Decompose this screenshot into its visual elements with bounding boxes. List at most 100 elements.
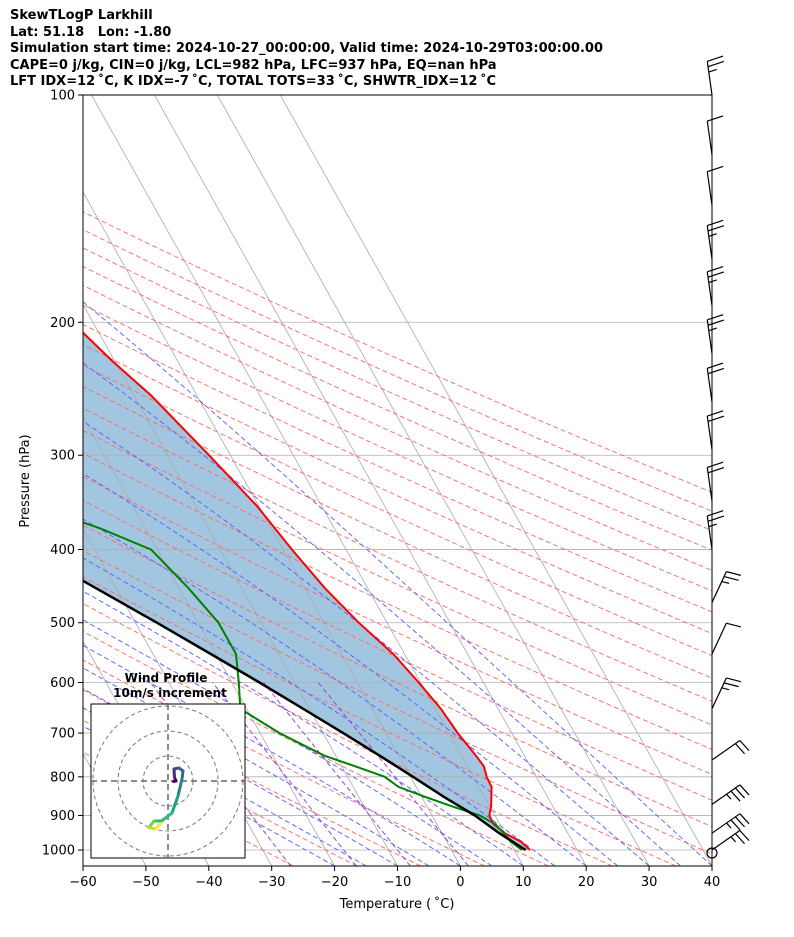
dry-adiabat xyxy=(83,265,712,551)
barb-half-flag xyxy=(708,523,717,528)
barb-flag xyxy=(707,510,724,517)
barb-flag xyxy=(730,790,741,802)
x-tick-label: 40 xyxy=(704,875,721,890)
location-line: Lat: 51.18 Lon: -1.80 xyxy=(10,24,172,40)
mixing-ratio-line xyxy=(317,682,469,866)
wind-barb xyxy=(706,362,725,403)
barb-flag xyxy=(739,740,750,752)
chart-title: SkewTLogP Larkhill xyxy=(10,8,153,23)
barb-flag xyxy=(734,816,746,828)
x-tick-label: 10 xyxy=(515,875,532,890)
isotherm-line xyxy=(83,191,461,866)
barb-half-flag xyxy=(726,822,732,829)
inset-title: Wind Profile xyxy=(125,671,208,685)
dry-adiabat xyxy=(83,576,677,866)
y-axis-label: Pressure (hPa) xyxy=(18,434,33,527)
barb-flag xyxy=(734,833,746,845)
moist-adiabat xyxy=(83,362,681,866)
wind-barb xyxy=(706,265,725,306)
barb-half-flag xyxy=(721,580,730,584)
barb-half-flag xyxy=(721,687,730,691)
barb-flag xyxy=(707,466,725,474)
hodograph-segment xyxy=(176,777,184,798)
wind-barb xyxy=(711,677,742,710)
wind-barb xyxy=(711,622,742,655)
x-tick-label: −20 xyxy=(321,875,348,890)
wind-barb xyxy=(711,830,750,851)
isotherm-line xyxy=(216,95,650,866)
y-tick-label: 500 xyxy=(50,616,75,631)
barb-staff xyxy=(706,121,713,155)
barb-flag xyxy=(730,819,741,831)
temperature-line xyxy=(83,331,531,851)
barb-flag xyxy=(739,784,750,796)
wind-barb xyxy=(711,740,750,761)
barb-flag xyxy=(739,830,750,842)
isotherm-line xyxy=(91,95,524,866)
barb-flag xyxy=(707,55,724,62)
hodograph-segment xyxy=(170,794,180,815)
barb-flag xyxy=(723,575,739,581)
wind-barb xyxy=(706,410,725,450)
dry-adiabat xyxy=(83,719,358,866)
barb-half-flag xyxy=(726,793,732,800)
barb-half-flag xyxy=(708,233,717,237)
dry-adiabat xyxy=(83,429,712,726)
dry-adiabat xyxy=(83,603,613,866)
indices-line-2: LFT IDX=12 ˚C, K IDX=-7 ˚C, TOTAL TOTS=3… xyxy=(10,74,497,90)
chart-header: SkewTLogP Larkhill Lat: 51.18 Lon: -1.80… xyxy=(10,8,603,91)
moist-adiabat xyxy=(83,667,430,866)
wind-barb xyxy=(706,510,725,550)
dry-adiabat xyxy=(83,630,549,866)
y-tick-label: 800 xyxy=(50,770,75,785)
isotherm-line xyxy=(83,303,398,866)
wind-barb xyxy=(706,55,725,96)
barb-staff xyxy=(711,813,741,834)
barb-flag xyxy=(734,743,746,755)
moist-adiabat xyxy=(83,301,712,866)
mixing-ratio-line xyxy=(263,682,411,866)
barb-half-flag xyxy=(708,327,717,332)
barb-staff xyxy=(706,271,713,306)
hodograph-inset xyxy=(90,703,246,859)
isotherm-line xyxy=(154,95,587,866)
barb-half-flag xyxy=(708,279,717,284)
dry-adiabat xyxy=(83,475,712,775)
y-tick-label: 200 xyxy=(50,316,75,331)
x-tick-label: −40 xyxy=(195,875,222,890)
dry-adiabat xyxy=(83,323,712,613)
axis-layer: −60 −50 −40 −30 −20 −10 0 10 20 30 40 100 200 300 400 5… xyxy=(42,89,720,891)
barb-staff xyxy=(706,319,713,354)
moist-adiabat xyxy=(83,688,398,866)
barb-staff xyxy=(706,467,713,502)
dry-adiabat xyxy=(83,550,712,855)
barb-staff xyxy=(711,740,741,761)
wind-barb xyxy=(706,314,725,354)
barb-flag xyxy=(707,415,725,423)
dry-adiabat xyxy=(83,452,712,750)
moist-adiabat xyxy=(83,590,524,866)
y-tick-label: 1000 xyxy=(42,844,75,859)
barb-flag xyxy=(707,410,724,417)
barb-flag xyxy=(707,165,724,173)
barb-flag xyxy=(707,461,724,468)
y-tick-label: 900 xyxy=(50,809,75,824)
y-tick-label: 300 xyxy=(50,449,75,464)
wind-barb xyxy=(706,165,724,206)
wind-barb xyxy=(706,461,725,502)
barb-staff xyxy=(706,415,713,450)
grid-layer xyxy=(83,95,712,866)
barb-flag xyxy=(707,225,725,232)
barb-flag xyxy=(707,60,725,68)
dry-adiabat xyxy=(83,364,712,657)
wind-barb xyxy=(711,813,750,834)
profile-layer xyxy=(83,331,531,852)
barb-flag xyxy=(726,677,742,683)
moist-adiabat xyxy=(83,473,618,866)
dry-adiabat xyxy=(83,284,712,571)
wind-barbs xyxy=(706,55,750,859)
inset-subtitle: 10m/s increment xyxy=(113,686,227,700)
barb-flag xyxy=(707,319,725,326)
isotherm-line xyxy=(83,415,335,866)
barb-flag xyxy=(707,219,724,227)
